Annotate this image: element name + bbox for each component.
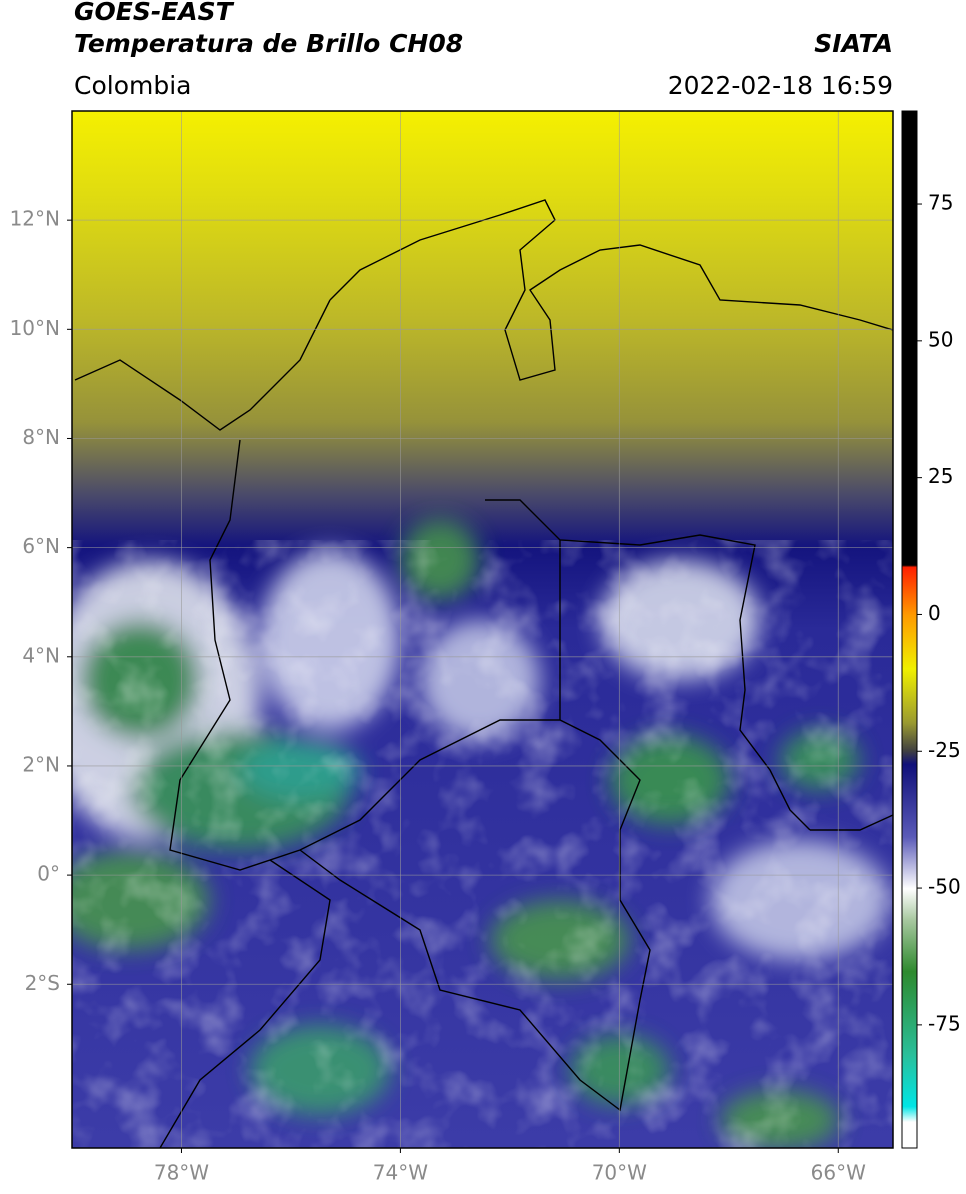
source: SIATA [814,29,893,58]
y-tick-label: 0° [37,862,60,886]
map-frame [71,110,894,1149]
x-tick-label: 78°W [154,1161,209,1185]
colorbar-tick-label: 0 [928,601,941,625]
datetime: 2022-02-18 16:59 [668,71,893,100]
product: Temperatura de Brillo CH08 [74,29,463,58]
colorbar-tick-label: -50 [928,875,961,899]
y-tick-label: 6°N [22,534,60,558]
colorbar-tick-label: 50 [928,327,953,351]
colorbar-tick-label: 75 [928,191,953,215]
y-tick-label: 10°N [10,316,60,340]
y-tick-label: 4°N [22,643,60,667]
satellite-image [72,111,893,1148]
colorbar-tick-label: -25 [928,738,961,762]
grid [72,111,893,1148]
x-tick-label: 70°W [592,1161,647,1185]
x-tick-label: 66°W [811,1161,866,1185]
satellite: GOES-EAST [74,0,235,26]
y-tick-label: 2°S [25,971,60,995]
colorbar-tick-label: -75 [928,1011,961,1035]
x-tick-label: 74°W [373,1161,428,1185]
region: Colombia [74,71,191,100]
colorbar [901,110,918,1149]
y-tick-label: 8°N [22,425,60,449]
y-tick-label: 2°N [22,752,60,776]
y-tick-label: 12°N [10,207,60,231]
colorbar-tick-label: 25 [928,464,953,488]
